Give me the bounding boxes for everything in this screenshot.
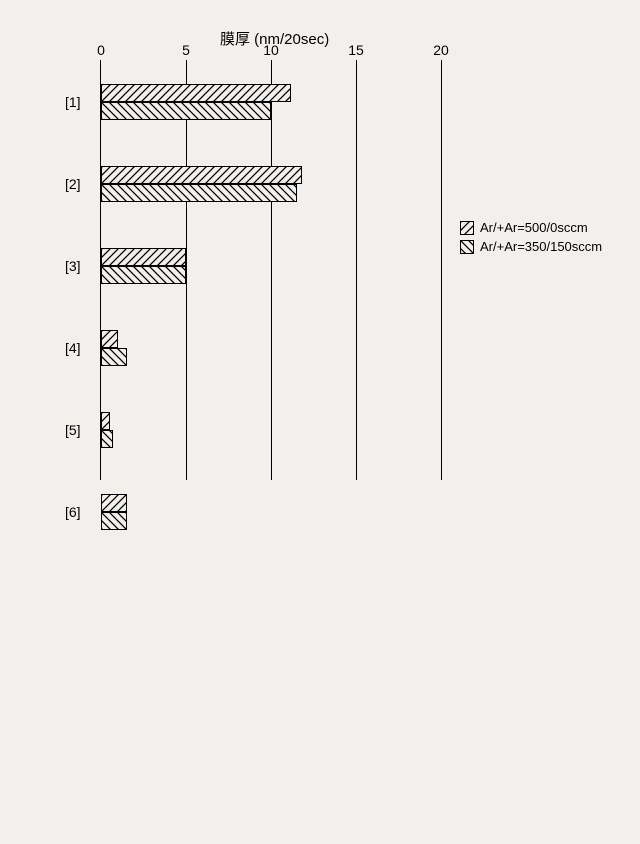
gridline (271, 60, 272, 480)
x-tick-label: 20 (433, 42, 449, 58)
bar (101, 412, 110, 430)
legend-label: Ar/+Ar=500/0sccm (480, 220, 588, 235)
bar (101, 102, 271, 120)
x-tick-label: 15 (348, 42, 364, 58)
legend: Ar/+Ar=500/0sccm Ar/+Ar=350/150sccm (460, 220, 602, 258)
page: 膜厚 (nm/20sec) 05101520[1][2][3][4][5][6]… (0, 0, 640, 844)
category-label: [4] (65, 340, 81, 356)
bar (101, 266, 186, 284)
gridline (441, 60, 442, 480)
x-tick-label: 5 (182, 42, 190, 58)
category-label: [6] (65, 504, 81, 520)
gridline (186, 60, 187, 480)
legend-swatch-icon (460, 221, 474, 235)
bar (101, 512, 127, 530)
bar (101, 348, 127, 366)
legend-swatch-icon (460, 240, 474, 254)
x-tick-label: 0 (97, 42, 105, 58)
legend-label: Ar/+Ar=350/150sccm (480, 239, 602, 254)
bar (101, 494, 127, 512)
plot-area: 05101520[1][2][3][4][5][6] (100, 60, 441, 480)
bar (101, 330, 118, 348)
x-tick-label: 10 (263, 42, 279, 58)
legend-item: Ar/+Ar=350/150sccm (460, 239, 602, 254)
category-label: [5] (65, 422, 81, 438)
bar (101, 248, 186, 266)
bar (101, 184, 297, 202)
category-label: [1] (65, 94, 81, 110)
bar (101, 84, 291, 102)
bar (101, 166, 302, 184)
bar-chart: 膜厚 (nm/20sec) 05101520[1][2][3][4][5][6]… (20, 20, 620, 520)
category-label: [2] (65, 176, 81, 192)
category-label: [3] (65, 258, 81, 274)
legend-item: Ar/+Ar=500/0sccm (460, 220, 602, 235)
bar (101, 430, 113, 448)
gridline (356, 60, 357, 480)
